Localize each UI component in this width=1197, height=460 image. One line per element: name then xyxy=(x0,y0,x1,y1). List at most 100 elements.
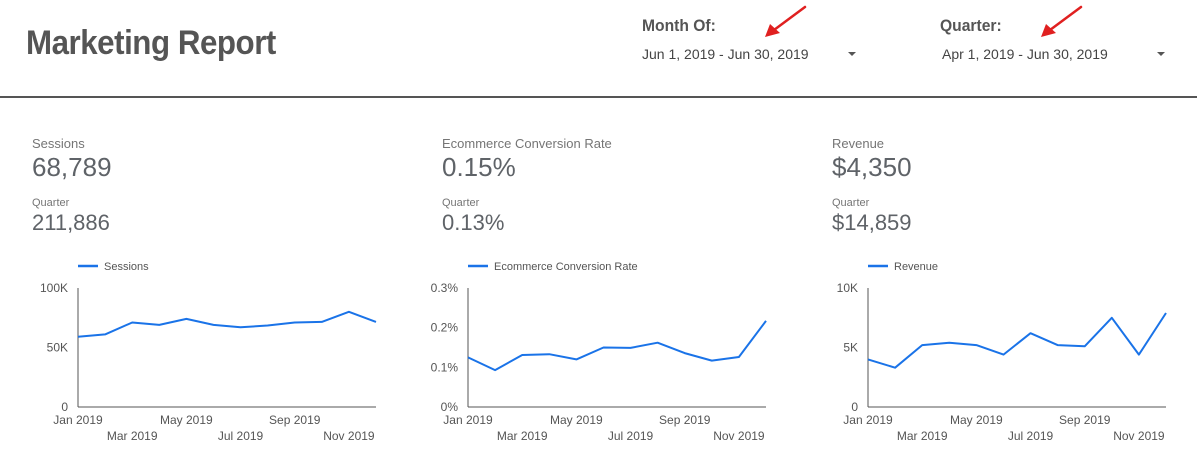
data-point[interactable] xyxy=(373,319,379,325)
y-tick-label: 50K xyxy=(47,341,68,355)
x-tick-label: Sep 2019 xyxy=(269,413,321,427)
data-point[interactable] xyxy=(546,351,552,357)
data-point[interactable] xyxy=(682,350,688,356)
data-point[interactable] xyxy=(1000,352,1006,358)
data-point[interactable] xyxy=(265,322,271,328)
data-point[interactable] xyxy=(102,331,108,337)
kpi-quarter-value: 211,886 xyxy=(32,210,110,235)
x-tick-label: Jul 2019 xyxy=(218,429,264,443)
legend-label: Ecommerce Conversion Rate xyxy=(494,261,638,273)
data-point[interactable] xyxy=(973,342,979,348)
x-tick-label: Jan 2019 xyxy=(53,413,103,427)
y-tick-label: 0% xyxy=(441,400,459,414)
kpi-value: 68,789 xyxy=(32,152,112,182)
red-arrow-annotation-quarter xyxy=(1041,5,1083,37)
data-point[interactable] xyxy=(763,318,769,324)
quarter-filter-label: Quarter: xyxy=(940,16,1002,35)
data-point[interactable] xyxy=(600,345,606,351)
header-divider xyxy=(0,96,1197,98)
page-title: Marketing Report xyxy=(26,24,276,62)
data-point[interactable] xyxy=(919,342,925,348)
data-point[interactable] xyxy=(210,322,216,328)
data-point[interactable] xyxy=(865,356,871,362)
data-point[interactable] xyxy=(655,340,661,346)
quarter-filter-value: Apr 1, 2019 - Jun 30, 2019 xyxy=(942,46,1108,62)
data-point[interactable] xyxy=(1109,315,1115,321)
series-line[interactable] xyxy=(467,320,767,372)
data-point[interactable] xyxy=(628,345,634,351)
month-filter[interactable]: Month Of: Jun 1, 2019 - Jun 30, 2019 xyxy=(642,16,858,66)
kpi-value: 0.15% xyxy=(442,152,516,182)
x-tick-label: May 2019 xyxy=(550,413,603,427)
series-line[interactable] xyxy=(77,310,377,338)
data-point[interactable] xyxy=(1082,343,1088,349)
data-point[interactable] xyxy=(292,320,298,326)
x-tick-label: Mar 2019 xyxy=(107,429,158,443)
legend-label: Revenue xyxy=(894,261,938,273)
y-tick-label: 0 xyxy=(851,400,858,414)
data-point[interactable] xyxy=(346,309,352,315)
kpi-quarter-label: Quarter xyxy=(832,197,870,209)
data-point[interactable] xyxy=(1163,310,1169,316)
y-tick-label: 10K xyxy=(837,281,858,295)
x-tick-label: May 2019 xyxy=(950,413,1003,427)
x-tick-label: Mar 2019 xyxy=(497,429,548,443)
data-point[interactable] xyxy=(1136,352,1142,358)
y-tick-label: 0.3% xyxy=(431,281,459,295)
x-tick-label: Jul 2019 xyxy=(608,429,654,443)
data-point[interactable] xyxy=(238,324,244,330)
data-point[interactable] xyxy=(492,367,498,373)
x-tick-label: Jan 2019 xyxy=(843,413,893,427)
chevron-down-icon[interactable] xyxy=(848,52,856,56)
kpi-quarter-value: $14,859 xyxy=(832,210,912,235)
x-tick-label: Nov 2019 xyxy=(323,429,375,443)
red-arrow-annotation-month xyxy=(765,5,807,37)
data-point[interactable] xyxy=(736,354,742,360)
y-tick-label: 5K xyxy=(843,341,858,355)
x-tick-label: May 2019 xyxy=(160,413,213,427)
data-point[interactable] xyxy=(573,356,579,362)
x-tick-label: Jan 2019 xyxy=(443,413,493,427)
x-tick-label: Jul 2019 xyxy=(1008,429,1054,443)
x-tick-label: Sep 2019 xyxy=(659,413,711,427)
quarter-filter[interactable]: Quarter: Apr 1, 2019 - Jun 30, 2019 xyxy=(940,16,1166,66)
kpi-revenue: Revenue $4,350 Quarter $14,859 xyxy=(832,136,912,237)
x-tick-label: Sep 2019 xyxy=(1059,413,1111,427)
data-point[interactable] xyxy=(156,322,162,328)
y-tick-label: 0.1% xyxy=(431,360,459,374)
x-tick-label: Nov 2019 xyxy=(1113,429,1165,443)
data-point[interactable] xyxy=(892,365,898,371)
data-point[interactable] xyxy=(465,354,471,360)
x-tick-label: Mar 2019 xyxy=(897,429,948,443)
kpi-quarter-label: Quarter xyxy=(32,197,70,209)
chevron-down-icon[interactable] xyxy=(1157,52,1165,56)
y-tick-label: 100K xyxy=(40,281,68,295)
data-point[interactable] xyxy=(129,320,135,326)
kpi-label: Ecommerce Conversion Rate xyxy=(442,136,612,151)
data-point[interactable] xyxy=(1055,342,1061,348)
month-filter-dropdown[interactable]: Jun 1, 2019 - Jun 30, 2019 xyxy=(642,46,858,66)
series-line[interactable] xyxy=(867,312,1167,369)
legend-label: Sessions xyxy=(104,261,149,273)
y-tick-label: 0.2% xyxy=(431,321,459,335)
kpi-value: $4,350 xyxy=(832,152,912,182)
kpi-sessions: Sessions 68,789 Quarter 211,886 xyxy=(32,136,112,237)
month-filter-value: Jun 1, 2019 - Jun 30, 2019 xyxy=(642,46,809,62)
quarter-filter-dropdown[interactable]: Apr 1, 2019 - Jun 30, 2019 xyxy=(940,46,1166,66)
kpi-quarter-value: 0.13% xyxy=(442,210,505,235)
data-point[interactable] xyxy=(75,334,81,340)
data-point[interactable] xyxy=(519,352,525,358)
data-point[interactable] xyxy=(709,358,715,364)
data-point[interactable] xyxy=(1028,330,1034,336)
kpi-label: Sessions xyxy=(32,136,85,151)
kpi-label: Revenue xyxy=(832,136,885,151)
data-point[interactable] xyxy=(946,340,952,346)
data-point[interactable] xyxy=(319,319,325,325)
month-filter-label: Month Of: xyxy=(642,16,716,35)
x-tick-label: Nov 2019 xyxy=(713,429,765,443)
kpi-quarter-label: Quarter xyxy=(442,197,480,209)
data-point[interactable] xyxy=(183,316,189,322)
conversion-rate-line-chart[interactable]: Ecommerce Conversion Rate0.3%0.2%0.1%0%J… xyxy=(420,255,780,450)
